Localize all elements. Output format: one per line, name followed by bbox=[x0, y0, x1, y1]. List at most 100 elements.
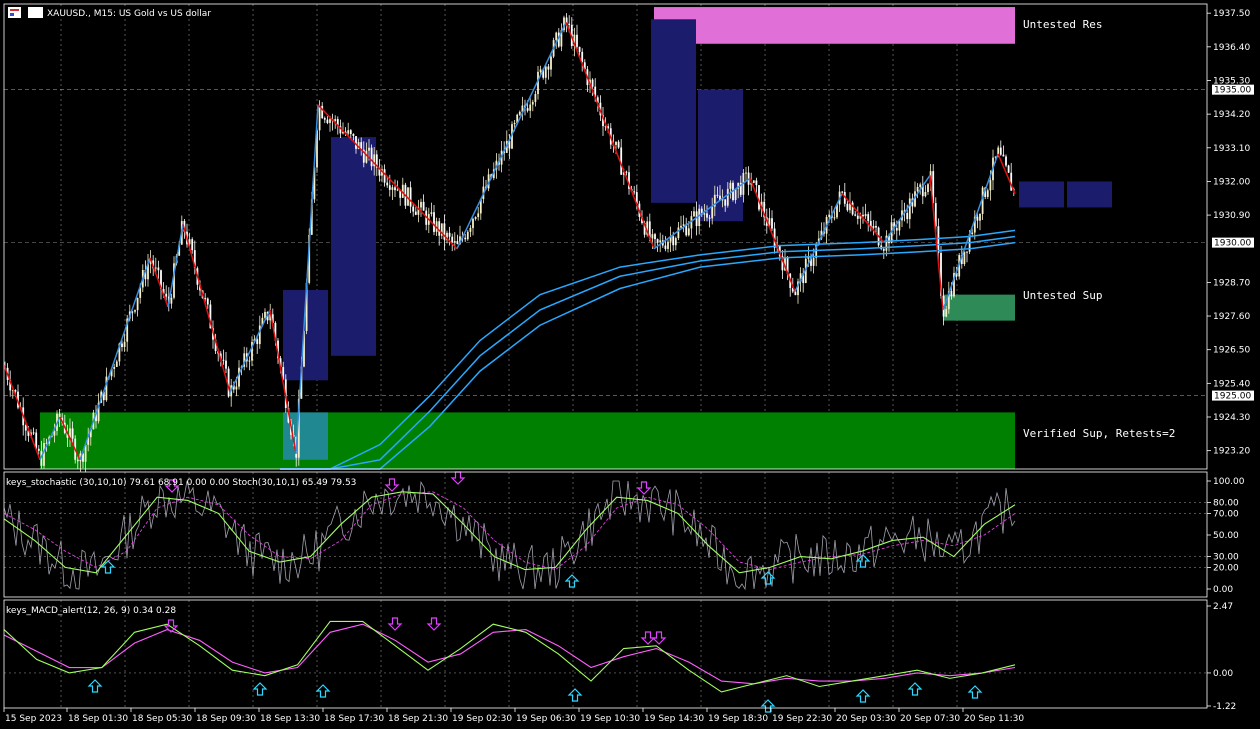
zigzag-segment bbox=[79, 257, 151, 461]
candle-body bbox=[771, 218, 773, 229]
candle-body bbox=[355, 136, 357, 149]
price-tick: 1926.50 bbox=[1213, 346, 1250, 356]
candle-body bbox=[521, 105, 524, 112]
candle-body bbox=[204, 298, 207, 300]
candle-body bbox=[214, 339, 217, 352]
candle-body bbox=[32, 432, 35, 434]
candle-body bbox=[495, 160, 498, 170]
candle-body bbox=[396, 189, 399, 191]
candle-body bbox=[947, 291, 950, 310]
box-5 bbox=[1019, 181, 1064, 208]
stoch-buy-arrow bbox=[100, 560, 116, 574]
candle-body bbox=[799, 273, 802, 282]
candle-body bbox=[950, 291, 953, 297]
zigzag-segment bbox=[317, 104, 458, 250]
candle-body bbox=[53, 430, 56, 436]
candle-body bbox=[339, 126, 342, 134]
candle-body bbox=[37, 448, 40, 451]
candle-body bbox=[781, 256, 784, 271]
candle-body bbox=[739, 182, 742, 195]
candle-body bbox=[713, 194, 716, 207]
candle-body bbox=[534, 94, 537, 102]
time-tick: 20 Sep 07:30 bbox=[900, 714, 960, 724]
candle-body bbox=[976, 216, 979, 221]
stoch-tick: 70.00 bbox=[1213, 509, 1239, 519]
candle-body bbox=[370, 147, 373, 167]
candle-body bbox=[859, 214, 862, 219]
box-3 bbox=[651, 19, 696, 203]
zones bbox=[40, 7, 1112, 469]
candle-body bbox=[828, 214, 831, 218]
candle-body bbox=[921, 184, 924, 197]
candle-body bbox=[412, 206, 415, 212]
candle-body bbox=[802, 273, 805, 283]
candle-body bbox=[438, 221, 441, 236]
candle-body bbox=[677, 227, 680, 239]
candle-body bbox=[989, 180, 992, 191]
time-tick: 20 Sep 11:30 bbox=[964, 714, 1024, 724]
chart-icon[interactable] bbox=[28, 7, 43, 18]
candle-body bbox=[986, 190, 989, 197]
time-tick: 20 Sep 03:30 bbox=[836, 714, 896, 724]
candle-body bbox=[45, 443, 48, 445]
candle-body bbox=[726, 188, 729, 206]
candle-body bbox=[669, 236, 672, 242]
candle-body bbox=[43, 443, 45, 466]
candle-body bbox=[906, 212, 909, 220]
candle-body bbox=[1010, 172, 1013, 191]
untested-res-zone bbox=[654, 7, 1015, 44]
candle-body bbox=[394, 187, 396, 191]
candle-body bbox=[693, 211, 695, 217]
candle-body bbox=[136, 297, 139, 311]
box-6 bbox=[1067, 181, 1112, 208]
candle-body bbox=[440, 223, 443, 236]
candle-body bbox=[659, 240, 662, 243]
candle-body bbox=[768, 218, 771, 226]
price-marker-label: 1925.00 bbox=[1214, 392, 1251, 402]
price-tick: 1937.50 bbox=[1213, 9, 1250, 19]
candle-body bbox=[716, 194, 719, 196]
stoch-buy-arrow bbox=[564, 574, 580, 588]
candle-body bbox=[934, 203, 937, 227]
price-marker-label: 1930.00 bbox=[1214, 239, 1251, 249]
verified-sup-zone bbox=[40, 412, 1015, 469]
candle-body bbox=[115, 361, 118, 367]
candle-body bbox=[565, 17, 568, 24]
candle-body bbox=[375, 154, 378, 168]
time-tick: 18 Sep 17:30 bbox=[324, 714, 384, 724]
candle-body bbox=[786, 257, 789, 274]
candle-body bbox=[833, 217, 836, 219]
candle-body bbox=[1005, 156, 1007, 166]
candle-body bbox=[227, 368, 230, 397]
candle-body bbox=[908, 198, 911, 220]
stoch-buy-arrow bbox=[855, 554, 871, 568]
candle-body bbox=[576, 34, 578, 47]
candle-body bbox=[706, 213, 708, 218]
candle-body bbox=[357, 142, 360, 149]
candle-body bbox=[708, 217, 711, 219]
untested-res-label: Untested Res bbox=[1023, 18, 1102, 31]
candle-body bbox=[383, 169, 386, 183]
candle-body bbox=[105, 376, 108, 401]
zigzag-segment bbox=[794, 193, 843, 292]
candle-body bbox=[804, 258, 807, 283]
stoch-signal-line bbox=[3, 491, 1016, 571]
candle-body bbox=[622, 171, 625, 175]
candle-body bbox=[414, 211, 417, 215]
candle-body bbox=[446, 232, 448, 240]
candle-body bbox=[981, 187, 984, 214]
candle-body bbox=[596, 97, 599, 103]
macd-buy-arrow bbox=[907, 682, 923, 696]
candle-body bbox=[126, 318, 129, 342]
zigzag-segment bbox=[59, 416, 81, 461]
candle-body bbox=[674, 238, 677, 246]
macd-signal-line bbox=[3, 623, 1016, 685]
candle-body bbox=[544, 66, 547, 78]
candle-body bbox=[711, 206, 714, 219]
candle-body bbox=[849, 202, 851, 211]
candle-body bbox=[58, 413, 61, 418]
stochastic-panel bbox=[3, 471, 1016, 591]
candle-body bbox=[464, 237, 467, 240]
candle-body bbox=[737, 182, 740, 189]
untested-sup-label: Untested Sup bbox=[1023, 289, 1102, 302]
